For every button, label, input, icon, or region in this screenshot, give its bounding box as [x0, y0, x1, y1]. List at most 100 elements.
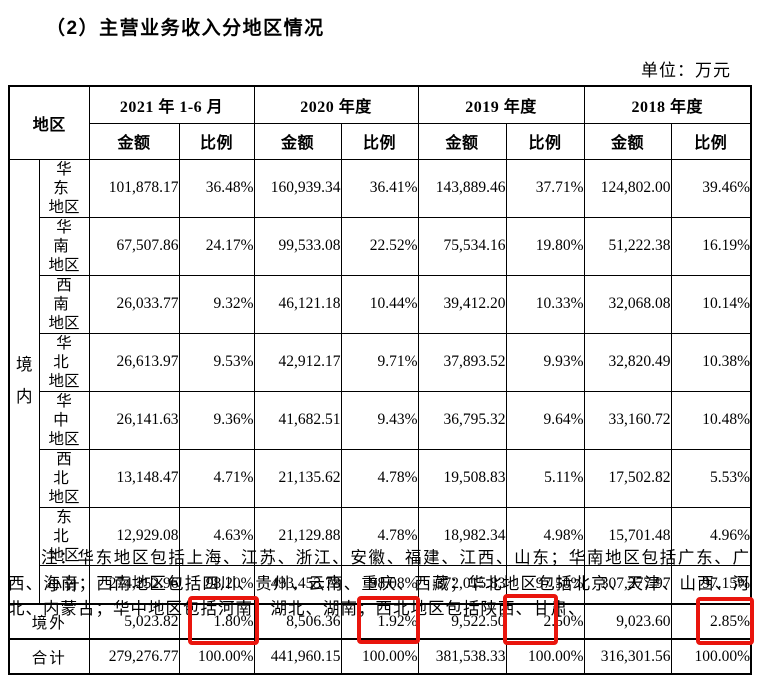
header-amount: 金额 — [253, 122, 342, 160]
ratio-cell: 4.98% — [505, 506, 585, 566]
ratio-cell: 100.00% — [340, 638, 419, 675]
domestic-label: 境内 — [16, 355, 33, 407]
amount-cell: 32,820.49 — [583, 332, 672, 392]
amount-cell: 75,534.16 — [417, 216, 507, 276]
header-ratio: 比例 — [670, 122, 752, 160]
domestic-group-label: 境内 — [8, 158, 40, 605]
table-row-northwest: 西 北 地区 13,148.47 4.71% 21,135.62 4.78% 1… — [9, 448, 752, 508]
ratio-cell: 22.52% — [340, 216, 419, 276]
table-row-central: 华 中 地区 26,141.63 9.36% 41,682.51 9.43% 3… — [9, 390, 752, 450]
header-amount: 金额 — [583, 122, 672, 160]
table-row-south: 华 南 地区 67,507.86 24.17% 99,533.08 22.52%… — [9, 216, 752, 276]
subtotal-label: 小计 — [38, 564, 90, 605]
ratio-cell: 10.14% — [670, 274, 752, 334]
amount-cell: 51,222.38 — [583, 216, 672, 276]
ratio-cell: 100.00% — [670, 638, 752, 675]
amount-cell: 372,015.83 — [417, 564, 507, 605]
region-cell: 东 北 地区 — [38, 506, 90, 566]
total-label: 合计 — [8, 638, 90, 675]
amount-cell: 12,929.08 — [88, 506, 180, 566]
ratio-cell: 10.44% — [340, 274, 419, 334]
footnote: 注：华东地区包括上海、江苏、浙江、安徽、福建、江西、山东；华南地区包括广东、广西… — [8, 548, 750, 618]
table-row-total: 合计 279,276.77 100.00% 441,960.15 100.00%… — [8, 638, 752, 675]
amount-cell: 160,939.34 — [253, 158, 342, 218]
amount-cell: 441,960.15 — [253, 638, 342, 675]
amount-cell: 39,412.20 — [417, 274, 507, 334]
header-region: 地区 — [8, 85, 90, 160]
amount-cell: 15,701.48 — [583, 506, 672, 566]
header-ratio: 比例 — [505, 122, 585, 160]
amount-cell: 18,982.34 — [417, 506, 507, 566]
amount-cell: 67,507.86 — [88, 216, 180, 276]
unit-label: 单位：万元 — [641, 61, 731, 80]
ratio-cell: 9.71% — [340, 332, 419, 392]
header-period-2018: 2018 年度 — [583, 85, 752, 124]
table-row-southwest: 西 南 地区 26,033.77 9.32% 46,121.18 10.44% … — [9, 274, 752, 334]
table-row-east: 境内 华 东 地区 101,878.17 36.48% 160,939.34 3… — [8, 158, 752, 605]
ratio-cell: 4.78% — [340, 506, 419, 566]
amount-cell: 19,508.83 — [417, 448, 507, 508]
ratio-cell: 36.41% — [340, 158, 419, 218]
amount-cell: 316,301.56 — [583, 638, 672, 675]
amount-cell: 17,502.82 — [583, 448, 672, 508]
amount-cell: 381,538.33 — [417, 638, 507, 675]
amount-cell: 33,160.72 — [583, 390, 672, 450]
header-ratio: 比例 — [178, 122, 255, 160]
ratio-cell: 9.53% — [178, 332, 255, 392]
ratio-cell: 36.48% — [178, 158, 255, 218]
amount-cell: 143,889.46 — [417, 158, 507, 218]
amount-cell: 36,795.32 — [417, 390, 507, 450]
ratio-cell: 10.33% — [505, 274, 585, 334]
ratio-cell: 100.00% — [505, 638, 585, 675]
header-period-2021: 2021 年 1-6 月 — [88, 85, 255, 124]
ratio-cell: 10.38% — [670, 332, 752, 392]
amount-cell: 26,141.63 — [88, 390, 180, 450]
region-cell: 华 中 地区 — [38, 390, 90, 450]
region-cell: 西 南 地区 — [38, 274, 90, 334]
table-row-north: 华 北 地区 26,613.97 9.53% 42,912.17 9.71% 3… — [9, 332, 752, 392]
ratio-cell: 10.48% — [670, 390, 752, 450]
ratio-cell: 39.46% — [670, 158, 752, 218]
header-period-2019: 2019 年度 — [417, 85, 585, 124]
header-ratio: 比例 — [340, 122, 419, 160]
amount-cell: 32,068.08 — [583, 274, 672, 334]
ratio-cell: 5.11% — [505, 448, 585, 508]
amount-cell: 46,121.18 — [253, 274, 342, 334]
region-cell: 西 北 地区 — [38, 448, 90, 508]
amount-cell: 41,682.51 — [253, 390, 342, 450]
ratio-cell: 4.78% — [340, 448, 419, 508]
amount-cell: 99,533.08 — [253, 216, 342, 276]
amount-cell: 274,252.96 — [88, 564, 180, 605]
revenue-by-region-table: 地区 2021 年 1-6 月 2020 年度 2019 年度 2018 年度 … — [8, 85, 755, 675]
ratio-cell: 9.64% — [505, 390, 585, 450]
amount-cell: 279,276.77 — [88, 638, 180, 675]
region-cell: 华 东 地区 — [38, 158, 90, 218]
ratio-cell: 9.36% — [178, 390, 255, 450]
ratio-cell: 9.32% — [178, 274, 255, 334]
ratio-cell: 4.63% — [178, 506, 255, 566]
ratio-cell: 24.17% — [178, 216, 255, 276]
amount-cell: 26,033.77 — [88, 274, 180, 334]
header-row-measures: 金额 比例 金额 比例 金额 比例 金额 比例 — [9, 122, 752, 160]
amount-cell: 21,135.62 — [253, 448, 342, 508]
region-cell: 华 南 地区 — [38, 216, 90, 276]
amount-cell: 124,802.00 — [583, 158, 672, 218]
ratio-cell: 4.96% — [670, 506, 752, 566]
header-amount: 金额 — [417, 122, 507, 160]
header-amount: 金额 — [88, 122, 180, 160]
header-row-periods: 地区 2021 年 1-6 月 2020 年度 2019 年度 2018 年度 — [8, 85, 752, 160]
amount-cell: 307,277.97 — [583, 564, 672, 605]
ratio-cell: 37.71% — [505, 158, 585, 218]
amount-cell: 26,613.97 — [88, 332, 180, 392]
amount-cell: 101,878.17 — [88, 158, 180, 218]
ratio-cell: 100.00% — [178, 638, 255, 675]
ratio-cell: 16.19% — [670, 216, 752, 276]
region-cell: 华 北 地区 — [38, 332, 90, 392]
amount-cell: 13,148.47 — [88, 448, 180, 508]
amount-cell: 37,893.52 — [417, 332, 507, 392]
ratio-cell: 19.80% — [505, 216, 585, 276]
ratio-cell: 9.43% — [340, 390, 419, 450]
page-title: （2）主营业务收入分地区情况 — [46, 18, 325, 39]
ratio-cell: 9.93% — [505, 332, 585, 392]
table-row-subtotal: 小计 274,252.96 98.20% 433,453.78 98.08% 3… — [9, 564, 752, 605]
